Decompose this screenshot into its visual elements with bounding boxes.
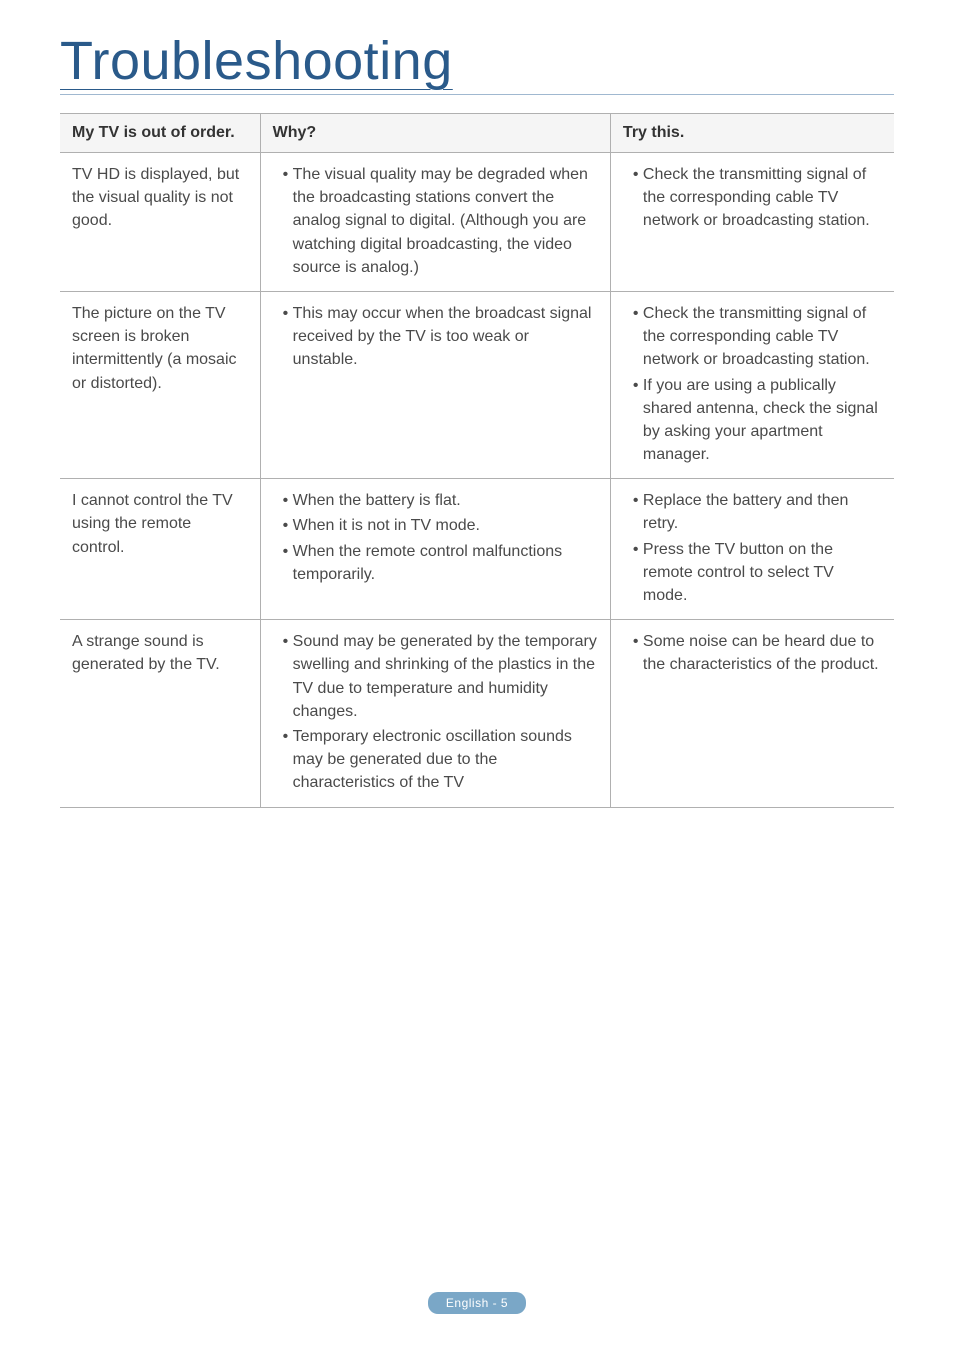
try-list: Check the transmitting signal of the cor… [623,302,882,466]
list-item: Check the transmitting signal of the cor… [633,302,882,372]
cell-try: Some noise can be heard due to the chara… [610,620,894,807]
cell-try: Replace the battery and then retry. Pres… [610,479,894,620]
why-list: The visual quality may be degraded when … [273,163,598,279]
cell-issue: I cannot control the TV using the remote… [60,479,260,620]
list-item: The visual quality may be degraded when … [283,163,598,279]
page-number-badge: English - 5 [428,1292,526,1314]
page-title: Troubleshooting [60,30,894,95]
list-item: Some noise can be heard due to the chara… [633,630,882,676]
try-list: Replace the battery and then retry. Pres… [623,489,882,607]
try-list: Some noise can be heard due to the chara… [623,630,882,676]
list-item: When the battery is flat. [283,489,598,512]
cell-try: Check the transmitting signal of the cor… [610,291,894,478]
table-row: A strange sound is generated by the TV. … [60,620,894,807]
table-head: My TV is out of order. Why? Try this. [60,114,894,153]
list-item: Sound may be generated by the temporary … [283,630,598,723]
cell-why: This may occur when the broadcast signal… [260,291,610,478]
why-list: Sound may be generated by the temporary … [273,630,598,794]
cell-issue: The picture on the TV screen is broken i… [60,291,260,478]
table-row: TV HD is displayed, but the visual quali… [60,153,894,292]
table-header-row: My TV is out of order. Why? Try this. [60,114,894,153]
list-item: If you are using a publically shared ant… [633,374,882,467]
list-item: When it is not in TV mode. [283,514,598,537]
table-row: The picture on the TV screen is broken i… [60,291,894,478]
page-footer: English - 5 [0,1292,954,1314]
troubleshooting-table: My TV is out of order. Why? Try this. TV… [60,113,894,808]
cell-issue: TV HD is displayed, but the visual quali… [60,153,260,292]
cell-why: When the battery is flat. When it is not… [260,479,610,620]
list-item: Temporary electronic oscillation sounds … [283,725,598,795]
header-why: Why? [260,114,610,153]
table-row: I cannot control the TV using the remote… [60,479,894,620]
try-list: Check the transmitting signal of the cor… [623,163,882,233]
cell-why: Sound may be generated by the temporary … [260,620,610,807]
header-try: Try this. [610,114,894,153]
list-item: Replace the battery and then retry. [633,489,882,535]
list-item: When the remote control malfunctions tem… [283,540,598,586]
header-issue: My TV is out of order. [60,114,260,153]
list-item: This may occur when the broadcast signal… [283,302,598,372]
list-item: Check the transmitting signal of the cor… [633,163,882,233]
why-list: When the battery is flat. When it is not… [273,489,598,586]
cell-issue: A strange sound is generated by the TV. [60,620,260,807]
table-body: TV HD is displayed, but the visual quali… [60,153,894,808]
cell-why: The visual quality may be degraded when … [260,153,610,292]
why-list: This may occur when the broadcast signal… [273,302,598,372]
page-root: Troubleshooting My TV is out of order. W… [0,0,954,1352]
list-item: Press the TV button on the remote contro… [633,538,882,608]
cell-try: Check the transmitting signal of the cor… [610,153,894,292]
